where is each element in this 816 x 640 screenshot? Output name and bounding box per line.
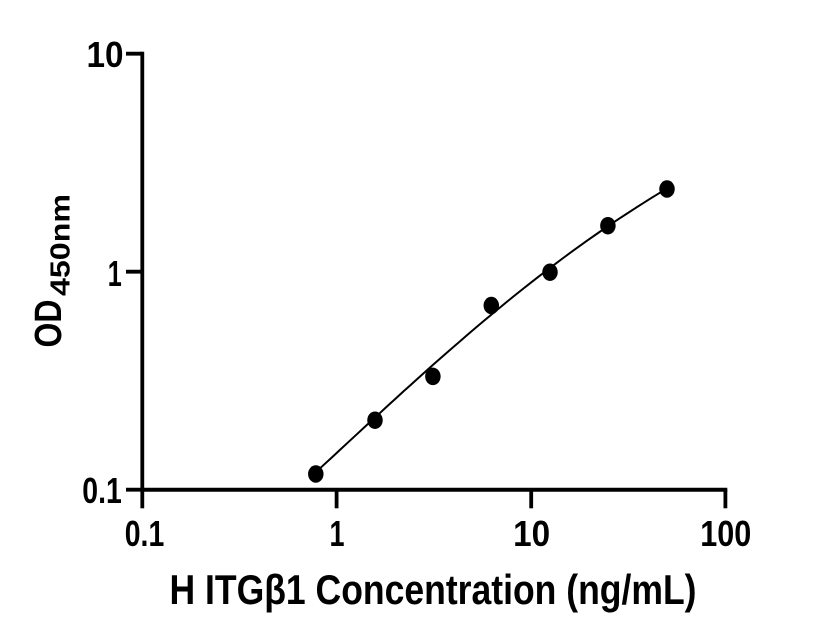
svg-text:H ITGβ1 Concentration (ng/mL): H ITGβ1 Concentration (ng/mL) <box>170 566 697 613</box>
svg-text:1: 1 <box>330 513 345 554</box>
svg-text:100: 100 <box>700 513 751 554</box>
svg-text:OD: OD <box>28 300 70 348</box>
svg-text:450nm: 450nm <box>45 194 76 296</box>
svg-text:0.1: 0.1 <box>82 470 122 511</box>
svg-text:1: 1 <box>108 253 122 294</box>
svg-text:10: 10 <box>513 513 550 554</box>
svg-text:0.1: 0.1 <box>125 513 165 554</box>
svg-text:10: 10 <box>87 34 124 75</box>
